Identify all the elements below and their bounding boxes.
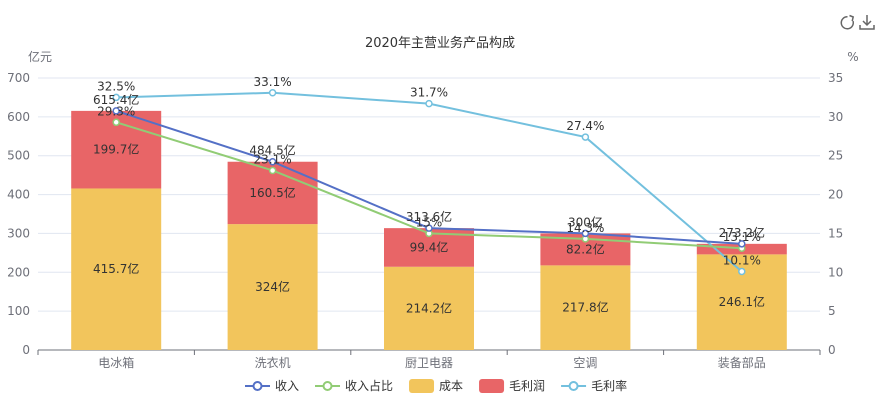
- bar-cost: [227, 224, 318, 350]
- bar-cost: [540, 265, 631, 350]
- y2-tick-label: 15: [828, 226, 843, 240]
- label-revenue: 300亿: [568, 214, 603, 229]
- point-margin: [738, 267, 746, 276]
- legend-label: 毛利润: [509, 379, 545, 393]
- bar-cost: [384, 266, 474, 350]
- point-revenue: [112, 107, 120, 115]
- bar-cost-label: 217.8亿: [562, 300, 608, 315]
- label-share: 23.1%: [254, 152, 292, 166]
- point-margin: [581, 133, 590, 141]
- label-margin: 27.4%: [566, 119, 604, 133]
- y2-tick-label: 5: [828, 304, 836, 318]
- y2-tick-label: 30: [828, 110, 843, 124]
- label-revenue: 484.5亿: [249, 143, 295, 158]
- point-revenue: [581, 229, 590, 238]
- point-share: [112, 118, 120, 127]
- y2-tick-label: 35: [828, 71, 843, 85]
- bar-profit-label: 160.5亿: [249, 185, 295, 200]
- y-tick-label: 400: [7, 188, 30, 202]
- y-axis-label: 亿元: [28, 49, 52, 64]
- legend-marker-icon: [252, 381, 263, 391]
- legend-item[interactable]: 毛利率: [561, 378, 627, 393]
- legend-label: 毛利率: [591, 378, 627, 393]
- bar-cost: [71, 188, 162, 350]
- legend-item[interactable]: 收入: [245, 379, 299, 393]
- y2-tick-label: 25: [828, 149, 843, 163]
- y-tick-label: 300: [7, 226, 30, 240]
- label-share: 15%: [416, 215, 443, 229]
- legend-item[interactable]: 毛利润: [479, 379, 545, 393]
- bar-cost-label: 415.7亿: [93, 261, 139, 276]
- legend-marker-icon: [322, 381, 333, 391]
- x-tick-label: 厨卫电器: [405, 356, 453, 370]
- legend[interactable]: 收入 收入占比 成本 毛利润 毛利率: [245, 378, 627, 393]
- y-tick-label: 100: [7, 304, 30, 318]
- lines-layer: [112, 89, 746, 276]
- legend-swatch-icon: [409, 379, 435, 393]
- bar-profit-label: 82.2亿: [566, 241, 605, 256]
- y-tick-label: 500: [7, 149, 30, 163]
- y-tick-label: 700: [7, 71, 30, 85]
- refresh-icon[interactable]: [840, 14, 855, 30]
- label-margin: 31.7%: [410, 86, 448, 100]
- x-tick-label: 空调: [573, 356, 597, 370]
- y-tick-label: 200: [7, 265, 30, 279]
- label-margin: 32.5%: [97, 79, 135, 93]
- label-revenue: 313.6亿: [406, 209, 452, 224]
- legend-item[interactable]: 收入占比: [315, 378, 393, 393]
- point-revenue: [738, 240, 746, 248]
- point-margin: [112, 93, 120, 102]
- point-revenue: [425, 224, 433, 232]
- download-icon[interactable]: [859, 15, 875, 30]
- chart-title: 2020年主营业务产品构成: [365, 35, 515, 51]
- x-tick-label: 电冰箱: [98, 355, 134, 370]
- label-revenue: 615.4亿: [93, 92, 139, 107]
- y2-tick-label: 10: [828, 265, 843, 279]
- legend-label: 成本: [439, 379, 463, 393]
- bar-profit-label: 199.7亿: [93, 142, 139, 157]
- y-tick-label: 0: [22, 343, 30, 357]
- point-margin: [425, 99, 433, 108]
- label-share: 29.3%: [97, 104, 135, 118]
- bar-profit-label: 99.4亿: [410, 239, 449, 254]
- point-share: [268, 166, 277, 175]
- label-share: 13.1%: [723, 230, 761, 244]
- x-tick-label: 装备部品: [718, 355, 766, 370]
- data-labels-layer: 415.7亿 199.7亿 324亿 160.5亿 214.2亿 99.4亿 217.8亿 8…: [93, 75, 765, 316]
- legend-marker-icon: [568, 381, 579, 391]
- bar-cost-label: 324亿: [255, 279, 290, 294]
- legend-label: 收入: [275, 379, 299, 393]
- label-revenue: 273.2亿: [719, 225, 765, 240]
- y2-tick-label: 20: [828, 188, 843, 202]
- y-tick-label: 600: [7, 110, 30, 124]
- point-margin: [268, 89, 277, 97]
- label-margin: 10.1%: [723, 254, 761, 268]
- legend-swatch-icon: [479, 379, 505, 393]
- legend-label: 收入占比: [345, 378, 393, 393]
- label-margin: 33.1%: [254, 75, 292, 89]
- x-tick-label: 洗衣机: [255, 355, 291, 370]
- y2-tick-label: 0: [828, 343, 836, 357]
- point-revenue: [268, 157, 277, 166]
- bar-cost-label: 246.1亿: [719, 294, 765, 309]
- y2-axis-label: %: [847, 50, 858, 64]
- legend-item[interactable]: 成本: [409, 379, 463, 393]
- label-share: 14.3%: [566, 221, 604, 235]
- bar-cost-label: 214.2亿: [406, 300, 452, 315]
